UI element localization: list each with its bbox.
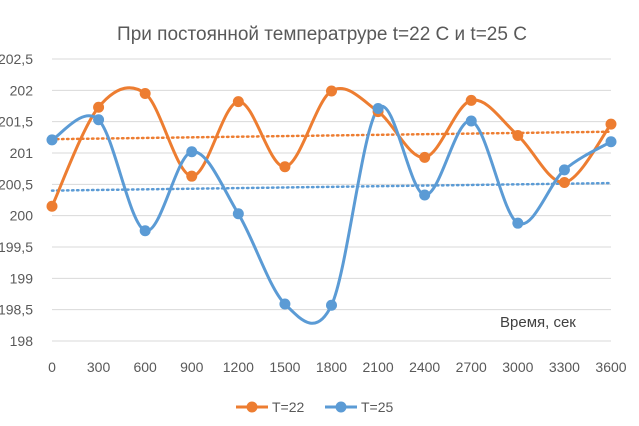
data-point <box>419 151 431 163</box>
x-tick-label: 0 <box>48 359 56 375</box>
x-tick-label: 600 <box>133 359 157 375</box>
data-point <box>139 87 151 99</box>
y-tick-label: 202 <box>10 82 34 98</box>
time-annotation: Время, сек <box>500 314 576 331</box>
trendlines <box>50 130 613 192</box>
trendline-series-1 <box>50 130 613 141</box>
x-tick-label: 1500 <box>269 359 300 375</box>
data-point <box>558 164 570 176</box>
y-tick-label: 198 <box>10 333 34 349</box>
legend-item: T=25 <box>325 399 394 415</box>
x-tick-label: 3000 <box>502 359 533 375</box>
data-point <box>326 85 337 97</box>
data-point <box>372 103 384 115</box>
data-point <box>186 146 198 158</box>
series-line-1 <box>50 86 613 207</box>
series-line-2 <box>51 104 612 325</box>
y-tick-label: 198,5 <box>0 302 33 318</box>
legend-marker <box>246 401 258 413</box>
data-point <box>419 189 431 201</box>
legend-marker <box>335 401 347 413</box>
data-point <box>139 225 151 237</box>
y-axis-ticks: 198 198,5 199 199,5 200 200,5 201 201,5 202 202,5 <box>0 51 33 349</box>
data-point <box>465 94 477 106</box>
x-tick-label: 3600 <box>595 359 626 375</box>
legend-label: T=22 <box>272 399 305 415</box>
x-tick-label: 2700 <box>456 359 487 375</box>
data-point <box>232 208 244 220</box>
data-point <box>512 129 524 141</box>
data-point <box>46 134 58 146</box>
gridlines <box>52 58 611 342</box>
data-point <box>279 161 291 173</box>
data-point <box>605 118 617 130</box>
data-point <box>232 96 244 108</box>
x-tick-label: 1200 <box>223 359 254 375</box>
legend-label: T=25 <box>361 399 394 415</box>
data-point <box>512 217 524 229</box>
legend: T=22 T=25 <box>236 399 394 415</box>
x-axis-ticks: 0 300 600 900 1200 1500 1800 2100 2400 2700 3000 33… <box>48 359 627 375</box>
data-point <box>326 299 337 311</box>
y-tick-label: 202,5 <box>0 51 33 67</box>
data-point <box>465 115 477 127</box>
x-tick-label: 2400 <box>409 359 440 375</box>
data-point <box>93 114 105 126</box>
y-tick-label: 201,5 <box>0 114 33 130</box>
data-point <box>605 136 617 148</box>
chart-title: При постоянной температруре t=22 С и t=2… <box>117 24 527 45</box>
y-tick-label: 201 <box>10 145 34 161</box>
y-tick-label: 199,5 <box>0 239 33 255</box>
data-point <box>93 101 105 113</box>
data-point <box>186 170 198 182</box>
series-markers <box>46 85 617 311</box>
data-point <box>558 176 570 188</box>
x-tick-label: 300 <box>87 359 111 375</box>
trendline-series-2 <box>50 181 613 192</box>
y-tick-label: 199 <box>10 270 34 286</box>
data-point <box>279 298 291 310</box>
x-tick-label: 1800 <box>316 359 347 375</box>
x-tick-label: 900 <box>180 359 204 375</box>
x-tick-label: 3300 <box>549 359 580 375</box>
y-tick-label: 200 <box>10 208 34 224</box>
x-tick-label: 2100 <box>363 359 394 375</box>
data-point <box>46 200 58 212</box>
series-lines <box>50 86 613 325</box>
legend-item: T=22 <box>236 399 305 415</box>
y-tick-label: 200,5 <box>0 176 33 192</box>
